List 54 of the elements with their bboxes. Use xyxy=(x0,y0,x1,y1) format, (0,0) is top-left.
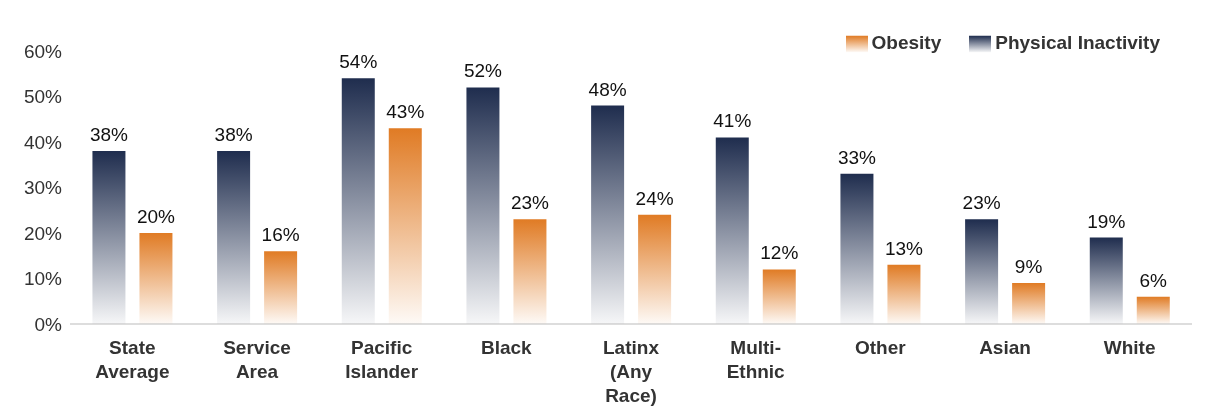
y-tick-label: 60% xyxy=(23,40,63,62)
x-tick-label: State Average xyxy=(95,337,170,382)
bar xyxy=(217,151,251,324)
data-label: 12% xyxy=(760,242,799,264)
data-label: 52% xyxy=(463,60,503,82)
bar xyxy=(840,173,874,324)
bar xyxy=(513,219,547,324)
data-label: 41% xyxy=(713,110,752,132)
bar xyxy=(264,251,298,324)
y-tick-label: 30% xyxy=(23,177,63,199)
bar xyxy=(965,219,999,324)
data-label: 23% xyxy=(510,192,550,214)
bar xyxy=(466,87,500,324)
data-label: 48% xyxy=(588,78,627,100)
x-tick-label: White xyxy=(1103,337,1156,358)
bar xyxy=(591,105,625,324)
bar xyxy=(715,137,749,324)
y-tick-label: 40% xyxy=(23,131,63,153)
x-tick-label: Service Area xyxy=(223,337,291,382)
x-tick-label: Asian xyxy=(979,337,1031,358)
bar xyxy=(341,78,375,324)
data-label: 20% xyxy=(136,205,176,227)
data-label: 23% xyxy=(962,192,1001,214)
data-label: 19% xyxy=(1087,210,1126,232)
bar xyxy=(762,269,796,324)
y-tick-label: 20% xyxy=(23,222,63,244)
bar xyxy=(1012,283,1046,324)
bar xyxy=(388,128,422,324)
y-tick-label: 10% xyxy=(23,268,63,290)
data-label: 38% xyxy=(214,124,253,146)
data-label: 9% xyxy=(1014,256,1043,278)
data-label: 24% xyxy=(635,187,674,209)
bar xyxy=(139,232,173,324)
bar xyxy=(92,151,126,324)
bar xyxy=(1089,237,1123,324)
y-tick-label: 0% xyxy=(34,313,63,335)
data-label: 54% xyxy=(339,51,378,73)
x-tick-label: Black xyxy=(480,337,533,358)
data-label: 16% xyxy=(261,224,300,246)
x-tick-label: Pacific Islander xyxy=(345,337,419,382)
bar xyxy=(887,264,921,324)
x-tick-label: Latinx (Any Race) xyxy=(603,337,660,406)
x-tick-label: Other xyxy=(854,337,907,358)
legend-label: Obesity xyxy=(871,32,942,53)
data-label: 38% xyxy=(89,124,129,146)
data-label: 13% xyxy=(884,237,924,259)
bar xyxy=(638,214,672,324)
data-label: 33% xyxy=(837,146,877,168)
data-label: 43% xyxy=(386,101,425,123)
x-tick-label: Multi-Ethnic xyxy=(726,337,786,382)
legend-label: Physical Inactivity xyxy=(995,32,1160,53)
bar xyxy=(1136,296,1170,324)
data-label: 6% xyxy=(1139,269,1168,291)
y-tick-label: 50% xyxy=(23,86,63,108)
